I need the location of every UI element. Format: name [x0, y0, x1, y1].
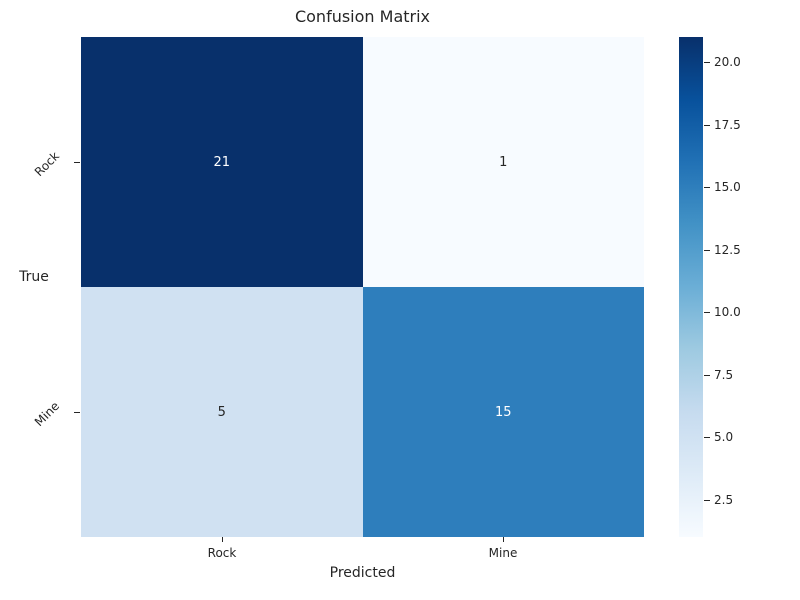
y-axis-tick-rock	[74, 162, 80, 163]
colorbar-tick	[704, 437, 710, 438]
colorbar-tick-label: 7.5	[714, 367, 734, 382]
y-axis-tick-mine	[74, 412, 80, 413]
chart-title: Confusion Matrix	[294, 7, 431, 26]
cell-value: 5	[217, 404, 226, 420]
matrix-cell-rock-mine: 1	[362, 37, 644, 287]
colorbar-gradient	[679, 37, 703, 537]
x-axis-label: Predicted	[329, 565, 396, 581]
matrix-cell-mine-rock: 5	[81, 287, 363, 537]
colorbar-tick	[704, 187, 710, 188]
y-axis-label: True	[19, 269, 49, 285]
heatmap-grid: 21 1 5 15	[81, 37, 644, 537]
colorbar-tick	[704, 312, 710, 313]
x-tick-label-rock: Rock	[207, 546, 237, 560]
colorbar-tick-label: 17.5	[714, 117, 741, 132]
matrix-cell-rock-rock: 21	[81, 37, 363, 287]
colorbar-tick-label: 10.0	[714, 305, 741, 319]
colorbar-tick	[704, 499, 710, 501]
colorbar: 2.5 5.0 7.5 10.0 12.5 15.0 17.5 20.0	[679, 37, 789, 537]
colorbar-tick-label: 20.0	[714, 55, 741, 69]
colorbar-tick-label: 12.5	[714, 242, 741, 257]
x-tick-label-mine: Mine	[488, 546, 518, 560]
matrix-cell-mine-mine: 15	[362, 287, 644, 537]
colorbar-tick	[704, 62, 710, 63]
y-tick-label-mine: Mine	[31, 398, 63, 430]
cell-value: 15	[494, 404, 512, 420]
colorbar-tick-label: 15.0	[714, 180, 741, 194]
colorbar-tick	[704, 249, 710, 251]
colorbar-tick	[704, 374, 710, 376]
y-tick-label-rock: Rock	[31, 148, 63, 180]
colorbar-tick-label: 2.5	[714, 492, 734, 507]
x-axis-tick-mine	[503, 537, 504, 542]
cell-value: 1	[499, 154, 508, 170]
x-axis-tick-rock	[222, 537, 223, 542]
colorbar-tick-label: 5.0	[714, 430, 734, 444]
cell-value: 21	[213, 154, 231, 170]
colorbar-tick	[704, 124, 710, 126]
